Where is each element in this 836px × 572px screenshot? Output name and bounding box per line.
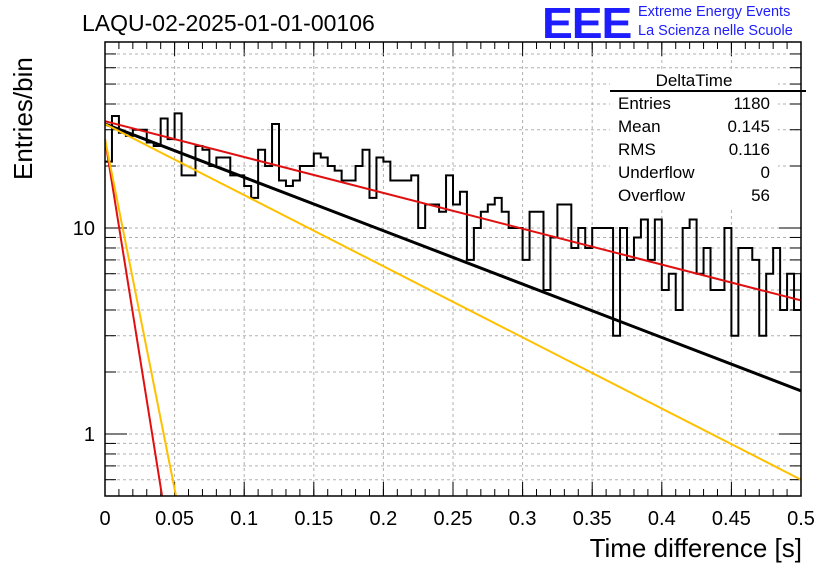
fit-line-4: [105, 138, 177, 496]
logo-caption: Extreme Energy Events La Scienza nelle S…: [638, 3, 793, 41]
stats-value: 1180: [733, 94, 770, 113]
x-tick-label: 0.15: [294, 508, 333, 530]
x-tick-label: 0.1: [230, 508, 258, 530]
stats-value: 56: [751, 186, 770, 205]
histogram-steps: [105, 112, 801, 337]
fit-line-2: [105, 123, 801, 481]
stats-label: Mean: [618, 117, 661, 136]
x-tick-label: 0.3: [509, 508, 537, 530]
stats-row-mean: Mean 0.145: [618, 115, 770, 138]
x-tick-label: 0: [99, 508, 110, 530]
fit-line-1: [105, 120, 801, 302]
x-tick-label: 0.25: [434, 508, 473, 530]
stats-separator: [610, 90, 806, 92]
y-tick-label: 1: [84, 424, 95, 446]
stats-title: DeltaTime: [655, 71, 733, 90]
stats-row-underflow: Underflow 0: [618, 161, 770, 184]
fit-line-3: [105, 139, 164, 496]
stats-label: RMS: [618, 140, 656, 159]
stats-box: DeltaTime Entries 1180 Mean 0.145 RMS 0.…: [610, 70, 806, 210]
x-tick-label: 0.4: [648, 508, 676, 530]
stats-row-entries: Entries 1180: [618, 92, 770, 115]
x-tick-label: 0.5: [787, 508, 815, 530]
x-tick-label: 0.05: [155, 508, 194, 530]
stats-value: 0.145: [727, 117, 770, 136]
x-tick-label: 0.2: [369, 508, 397, 530]
stats-row-rms: RMS 0.116: [618, 138, 770, 161]
logo-caption-line2: La Scienza nelle Scuole: [638, 23, 793, 39]
fit-line-0: [105, 122, 801, 393]
y-tick-label: 10: [73, 218, 95, 240]
logo-caption-line1: Extreme Energy Events: [638, 4, 791, 20]
chart-title: LAQU-02-2025-01-01-00106: [82, 10, 375, 36]
stats-value: 0: [760, 163, 770, 182]
x-axis-label: Time difference [s]: [589, 533, 802, 563]
stats-label: Entries: [618, 94, 671, 113]
stats-label: Overflow: [618, 186, 686, 205]
stats-row-overflow: Overflow 56: [618, 184, 770, 207]
x-tick-label: 0.35: [573, 508, 612, 530]
y-axis-label: Entries/bin: [8, 57, 38, 180]
stats-label: Underflow: [618, 163, 695, 182]
x-tick-label: 0.45: [712, 508, 751, 530]
eee-logo: EEE: [542, 0, 632, 48]
stats-value: 0.116: [728, 140, 770, 159]
plot-frame: [104, 41, 802, 497]
